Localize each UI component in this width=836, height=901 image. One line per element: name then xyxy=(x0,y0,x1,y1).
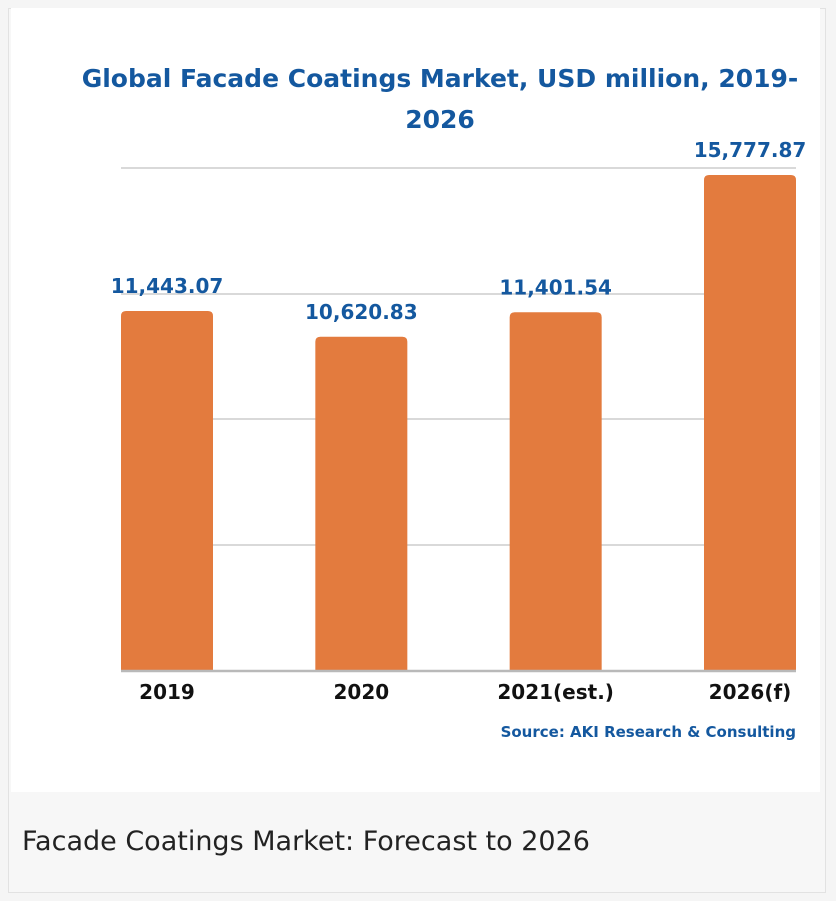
bar-value-label: 10,620.83 xyxy=(305,300,418,324)
source-note: Source: AKI Research & Consulting xyxy=(501,723,796,741)
x-tick-label: 2026(f) xyxy=(709,680,792,704)
bar-2026-f- xyxy=(704,174,796,670)
chart-title: Global Facade Coatings Market, USD milli… xyxy=(81,64,799,134)
bar-value-label: 11,401.54 xyxy=(499,275,612,299)
x-tick-label: 2020 xyxy=(333,680,389,704)
bar-2021-est- xyxy=(509,312,602,670)
bar-2020 xyxy=(315,336,408,670)
figure-caption: Facade Coatings Market: Forecast to 2026 xyxy=(22,826,590,857)
x-tick-label: 2021(est.) xyxy=(497,680,614,704)
bar-value-label: 11,443.07 xyxy=(111,274,224,298)
bar-value-label: 15,777.87 xyxy=(694,138,807,162)
bar-2019 xyxy=(121,310,213,670)
x-tick-label: 2019 xyxy=(139,680,195,704)
